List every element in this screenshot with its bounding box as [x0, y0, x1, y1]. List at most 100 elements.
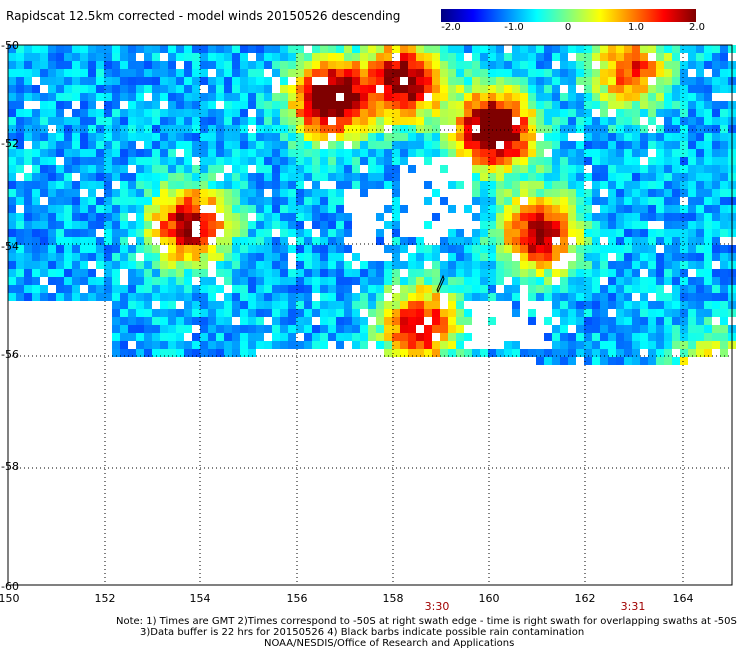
wind-cell	[472, 117, 480, 125]
wind-cell	[88, 181, 96, 189]
wind-cell	[184, 253, 192, 261]
wind-cell	[560, 181, 568, 189]
wind-cell	[16, 133, 24, 141]
wind-cell	[536, 277, 544, 285]
wind-cell	[552, 245, 560, 253]
wind-cell	[680, 309, 688, 317]
wind-cell	[144, 285, 152, 293]
wind-cell	[656, 253, 664, 261]
wind-cell	[336, 293, 344, 301]
wind-cell	[160, 189, 168, 197]
wind-cell	[560, 165, 568, 173]
wind-cell	[304, 261, 312, 269]
wind-cell	[256, 61, 264, 69]
wind-cell	[80, 117, 88, 125]
wind-cell	[368, 157, 376, 165]
wind-cell	[600, 157, 608, 165]
wind-cell	[352, 341, 360, 349]
wind-cell	[472, 277, 480, 285]
wind-cell	[80, 109, 88, 117]
wind-cell	[528, 157, 536, 165]
wind-cell	[280, 341, 288, 349]
wind-cell	[392, 189, 400, 197]
wind-cell	[464, 117, 472, 125]
wind-cell	[592, 293, 600, 301]
wind-cell	[632, 85, 640, 93]
wind-cell	[480, 53, 488, 61]
wind-cell	[408, 285, 416, 293]
wind-cell	[664, 245, 672, 253]
wind-cell	[56, 237, 64, 245]
wind-cell	[320, 293, 328, 301]
wind-cell	[192, 269, 200, 277]
wind-cell	[176, 237, 184, 245]
wind-cell	[712, 149, 720, 157]
wind-cell	[608, 69, 616, 77]
wind-cell	[184, 45, 192, 53]
wind-cell	[336, 197, 344, 205]
wind-cell	[696, 285, 704, 293]
wind-cell	[488, 189, 496, 197]
wind-cell	[136, 157, 144, 165]
wind-cell	[720, 117, 728, 125]
wind-cell	[384, 325, 392, 333]
wind-cell	[696, 157, 704, 165]
wind-cell	[64, 101, 72, 109]
wind-cell	[24, 229, 32, 237]
wind-cell	[688, 117, 696, 125]
wind-cell	[496, 253, 504, 261]
wind-cell	[600, 293, 608, 301]
wind-cell	[48, 269, 56, 277]
wind-cell	[592, 77, 600, 85]
wind-cell	[104, 229, 112, 237]
wind-cell	[224, 317, 232, 325]
wind-cell	[624, 253, 632, 261]
wind-cell	[616, 149, 624, 157]
wind-cell	[504, 101, 512, 109]
wind-cell	[40, 237, 48, 245]
wind-cell	[216, 181, 224, 189]
wind-cell	[440, 285, 448, 293]
wind-cell	[600, 165, 608, 173]
wind-cell	[120, 301, 128, 309]
wind-cell	[432, 277, 440, 285]
wind-cell	[168, 117, 176, 125]
wind-cell	[40, 157, 48, 165]
wind-cell	[280, 85, 288, 93]
wind-cell	[312, 181, 320, 189]
wind-cell	[688, 181, 696, 189]
wind-cell	[208, 141, 216, 149]
wind-cell	[256, 85, 264, 93]
wind-cell	[616, 61, 624, 69]
wind-cell	[152, 205, 160, 213]
wind-cell	[272, 117, 280, 125]
wind-cell	[112, 213, 120, 221]
wind-cell	[504, 53, 512, 61]
wind-cell	[624, 181, 632, 189]
wind-cell	[544, 109, 552, 117]
wind-cell	[112, 189, 120, 197]
wind-cell	[288, 341, 296, 349]
wind-cell	[680, 101, 688, 109]
wind-cell	[592, 245, 600, 253]
wind-cell	[144, 181, 152, 189]
wind-cell	[632, 229, 640, 237]
wind-cell	[624, 125, 632, 133]
wind-cell	[136, 277, 144, 285]
wind-cell	[600, 93, 608, 101]
wind-cell	[448, 101, 456, 109]
wind-cell	[632, 309, 640, 317]
wind-cell	[80, 53, 88, 61]
wind-cell	[528, 197, 536, 205]
wind-cell	[120, 149, 128, 157]
wind-cell	[432, 133, 440, 141]
wind-cell	[264, 181, 272, 189]
wind-cell	[152, 93, 160, 101]
wind-cell	[360, 141, 368, 149]
wind-cell	[248, 245, 256, 253]
wind-cell	[520, 45, 528, 53]
wind-cell	[384, 149, 392, 157]
wind-cell	[640, 133, 648, 141]
wind-cell	[456, 333, 464, 341]
wind-cell	[720, 77, 728, 85]
